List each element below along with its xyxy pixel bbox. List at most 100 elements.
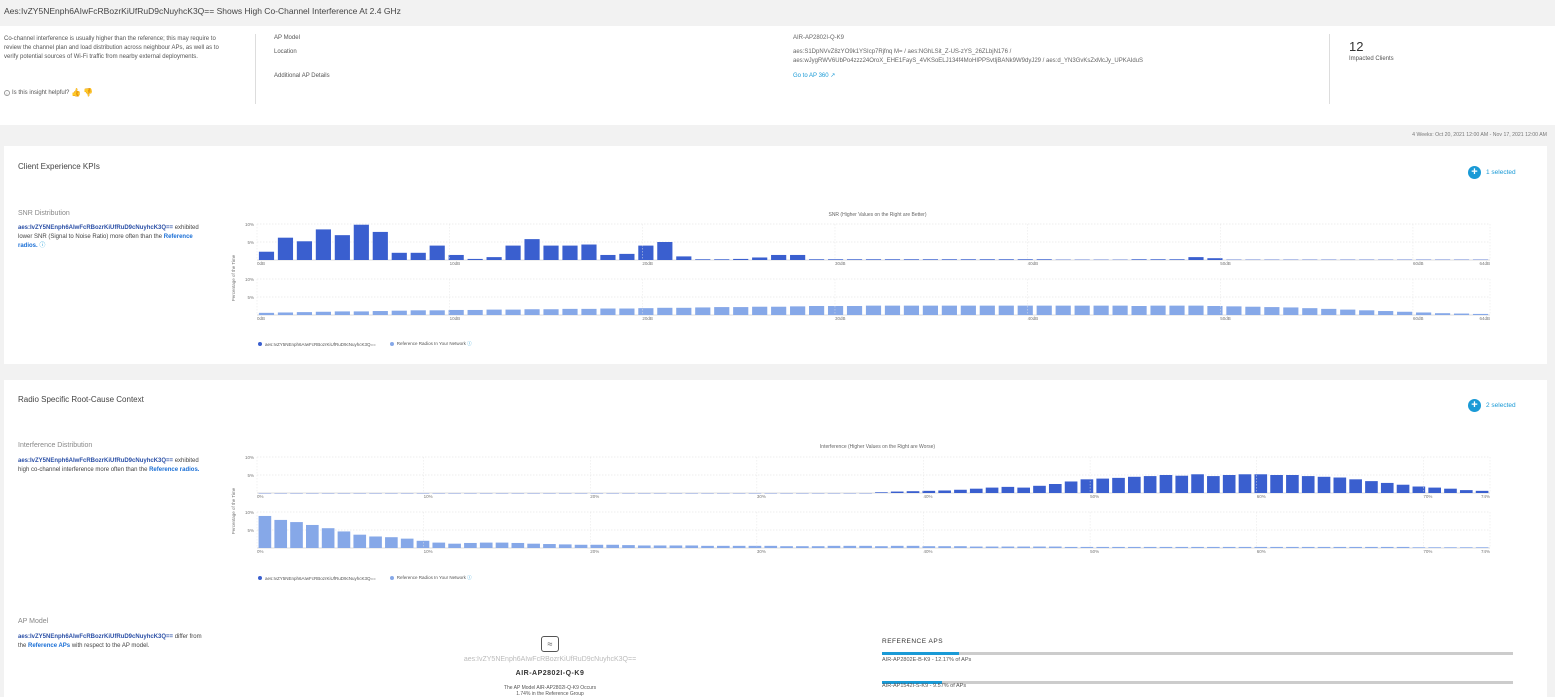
- chart-bar[interactable]: [1150, 259, 1166, 260]
- chart-bar[interactable]: [1444, 547, 1457, 548]
- chart-bar[interactable]: [1143, 546, 1157, 548]
- chart-bar[interactable]: [1080, 479, 1094, 493]
- chart-bar[interactable]: [1428, 487, 1441, 493]
- chart-bar[interactable]: [1169, 259, 1185, 260]
- chart-bar[interactable]: [1128, 476, 1141, 493]
- chart-bar[interactable]: [495, 542, 509, 548]
- chart-bar[interactable]: [922, 490, 936, 493]
- chart-bar[interactable]: [1472, 313, 1489, 315]
- chart-bar[interactable]: [1378, 311, 1394, 315]
- chart-bar[interactable]: [1321, 308, 1337, 315]
- chart-bar[interactable]: [1412, 486, 1426, 493]
- chart-bar[interactable]: [505, 309, 521, 315]
- chart-bar[interactable]: [1055, 305, 1071, 315]
- chart-bar[interactable]: [1317, 546, 1331, 548]
- chart-bar[interactable]: [1301, 476, 1315, 493]
- chart-bar[interactable]: [969, 546, 983, 548]
- chart-bar[interactable]: [574, 544, 588, 548]
- chart-bar[interactable]: [274, 519, 288, 548]
- chart-bar[interactable]: [676, 256, 692, 260]
- chart-bar[interactable]: [846, 259, 863, 260]
- chart-bar[interactable]: [941, 259, 957, 260]
- chart-bar[interactable]: [1080, 546, 1094, 548]
- chart-bar[interactable]: [1264, 307, 1280, 315]
- chart-bar[interactable]: [1033, 485, 1046, 493]
- chart-bar[interactable]: [258, 515, 272, 548]
- chart-bar[interactable]: [369, 536, 382, 548]
- chart-bar[interactable]: [790, 306, 806, 315]
- chart-bar[interactable]: [1048, 546, 1062, 548]
- chart-bar[interactable]: [1396, 546, 1410, 548]
- chart-bar[interactable]: [657, 242, 673, 260]
- chart-bar[interactable]: [1286, 546, 1299, 548]
- chart-bar[interactable]: [938, 546, 951, 548]
- chart-bar[interactable]: [448, 543, 461, 548]
- radio-selected-button[interactable]: + 2 selected: [1468, 399, 1516, 412]
- chart-bar[interactable]: [1301, 546, 1315, 548]
- chart-bar[interactable]: [865, 305, 882, 315]
- chart-bar[interactable]: [903, 259, 920, 260]
- chart-bar[interactable]: [448, 309, 464, 315]
- chart-bar[interactable]: [1064, 481, 1078, 493]
- chart-bar[interactable]: [714, 259, 730, 260]
- chart-bar[interactable]: [1096, 546, 1110, 548]
- chart-bar[interactable]: [1131, 259, 1147, 260]
- chart-bar[interactable]: [1064, 546, 1078, 548]
- chart-bar[interactable]: [505, 245, 521, 260]
- chart-bar[interactable]: [479, 542, 493, 548]
- chart-bar[interactable]: [1001, 486, 1015, 493]
- chart-bar[interactable]: [637, 545, 651, 548]
- chart-bar[interactable]: [985, 546, 999, 548]
- chart-bar[interactable]: [979, 259, 995, 260]
- chart-bar[interactable]: [1175, 475, 1189, 493]
- chart-bar[interactable]: [511, 542, 525, 548]
- chart-bar[interactable]: [954, 489, 967, 493]
- chart-bar[interactable]: [1270, 475, 1283, 493]
- chart-bar[interactable]: [1188, 305, 1204, 315]
- chart-bar[interactable]: [590, 544, 604, 548]
- chart-bar[interactable]: [334, 311, 350, 315]
- chart-bar[interactable]: [1475, 547, 1489, 548]
- chart-bar[interactable]: [1143, 476, 1157, 493]
- chart-bar[interactable]: [1159, 546, 1173, 548]
- chart-bar[interactable]: [875, 492, 888, 493]
- chart-bar[interactable]: [1349, 546, 1362, 548]
- chart-bar[interactable]: [780, 546, 793, 548]
- chart-bar[interactable]: [827, 259, 844, 260]
- chart-bar[interactable]: [938, 490, 951, 493]
- chart-bar[interactable]: [1150, 305, 1166, 315]
- chart-bar[interactable]: [372, 311, 388, 315]
- chart-bar[interactable]: [619, 253, 635, 260]
- chart-bar[interactable]: [653, 545, 667, 548]
- chart-bar[interactable]: [391, 252, 407, 260]
- chart-bar[interactable]: [1112, 477, 1125, 493]
- chart-bar[interactable]: [676, 307, 692, 315]
- chart-bar[interactable]: [306, 524, 319, 548]
- chart-bar[interactable]: [998, 305, 1014, 315]
- chart-bar[interactable]: [1207, 306, 1223, 315]
- chart-bar[interactable]: [1036, 259, 1052, 260]
- chart-bar[interactable]: [1416, 312, 1432, 315]
- chart-bar[interactable]: [941, 305, 957, 315]
- chart-bar[interactable]: [353, 311, 369, 315]
- chart-bar[interactable]: [1397, 311, 1413, 315]
- chart-bar[interactable]: [321, 528, 335, 548]
- chart-bar[interactable]: [334, 235, 350, 260]
- chart-bar[interactable]: [890, 491, 904, 493]
- chart-bar[interactable]: [1033, 546, 1046, 548]
- chart-bar[interactable]: [1188, 257, 1204, 260]
- chart-bar[interactable]: [1112, 546, 1125, 548]
- thumbs-up-icon[interactable]: 👍: [71, 88, 82, 97]
- chart-bar[interactable]: [764, 545, 778, 548]
- chart-bar[interactable]: [400, 538, 414, 548]
- chart-bar[interactable]: [1131, 306, 1147, 315]
- chart-bar[interactable]: [809, 306, 825, 315]
- chart-bar[interactable]: [1096, 478, 1110, 493]
- chart-bar[interactable]: [385, 537, 398, 548]
- reference-radios-link[interactable]: Reference radios.: [149, 467, 200, 473]
- chart-bar[interactable]: [429, 310, 445, 315]
- chart-bar[interactable]: [524, 239, 540, 260]
- chart-bar[interactable]: [771, 306, 787, 315]
- chart-bar[interactable]: [796, 546, 809, 548]
- chart-bar[interactable]: [1286, 475, 1299, 493]
